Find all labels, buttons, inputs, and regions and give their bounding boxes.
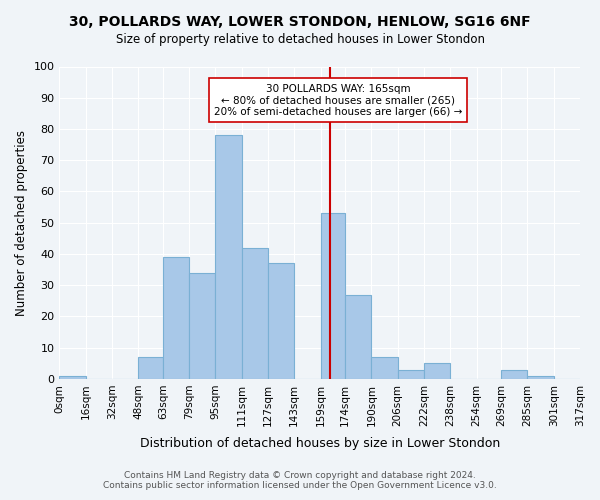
Bar bbox=[371, 357, 398, 379]
Bar bbox=[215, 135, 242, 379]
Bar bbox=[189, 272, 215, 379]
Text: 30, POLLARDS WAY, LOWER STONDON, HENLOW, SG16 6NF: 30, POLLARDS WAY, LOWER STONDON, HENLOW,… bbox=[69, 15, 531, 29]
Text: 30 POLLARDS WAY: 165sqm
← 80% of detached houses are smaller (265)
20% of semi-d: 30 POLLARDS WAY: 165sqm ← 80% of detache… bbox=[214, 84, 462, 117]
Bar bbox=[163, 257, 189, 379]
Bar bbox=[345, 294, 371, 379]
Bar bbox=[59, 376, 86, 379]
Bar bbox=[242, 248, 268, 379]
Y-axis label: Number of detached properties: Number of detached properties bbox=[15, 130, 28, 316]
Bar bbox=[424, 364, 450, 379]
Bar bbox=[268, 264, 294, 379]
Bar bbox=[501, 370, 527, 379]
Bar bbox=[138, 357, 163, 379]
Text: Contains HM Land Registry data © Crown copyright and database right 2024.
Contai: Contains HM Land Registry data © Crown c… bbox=[103, 470, 497, 490]
X-axis label: Distribution of detached houses by size in Lower Stondon: Distribution of detached houses by size … bbox=[140, 437, 500, 450]
Bar bbox=[398, 370, 424, 379]
Text: Size of property relative to detached houses in Lower Stondon: Size of property relative to detached ho… bbox=[115, 32, 485, 46]
Bar bbox=[527, 376, 554, 379]
Bar bbox=[320, 214, 345, 379]
